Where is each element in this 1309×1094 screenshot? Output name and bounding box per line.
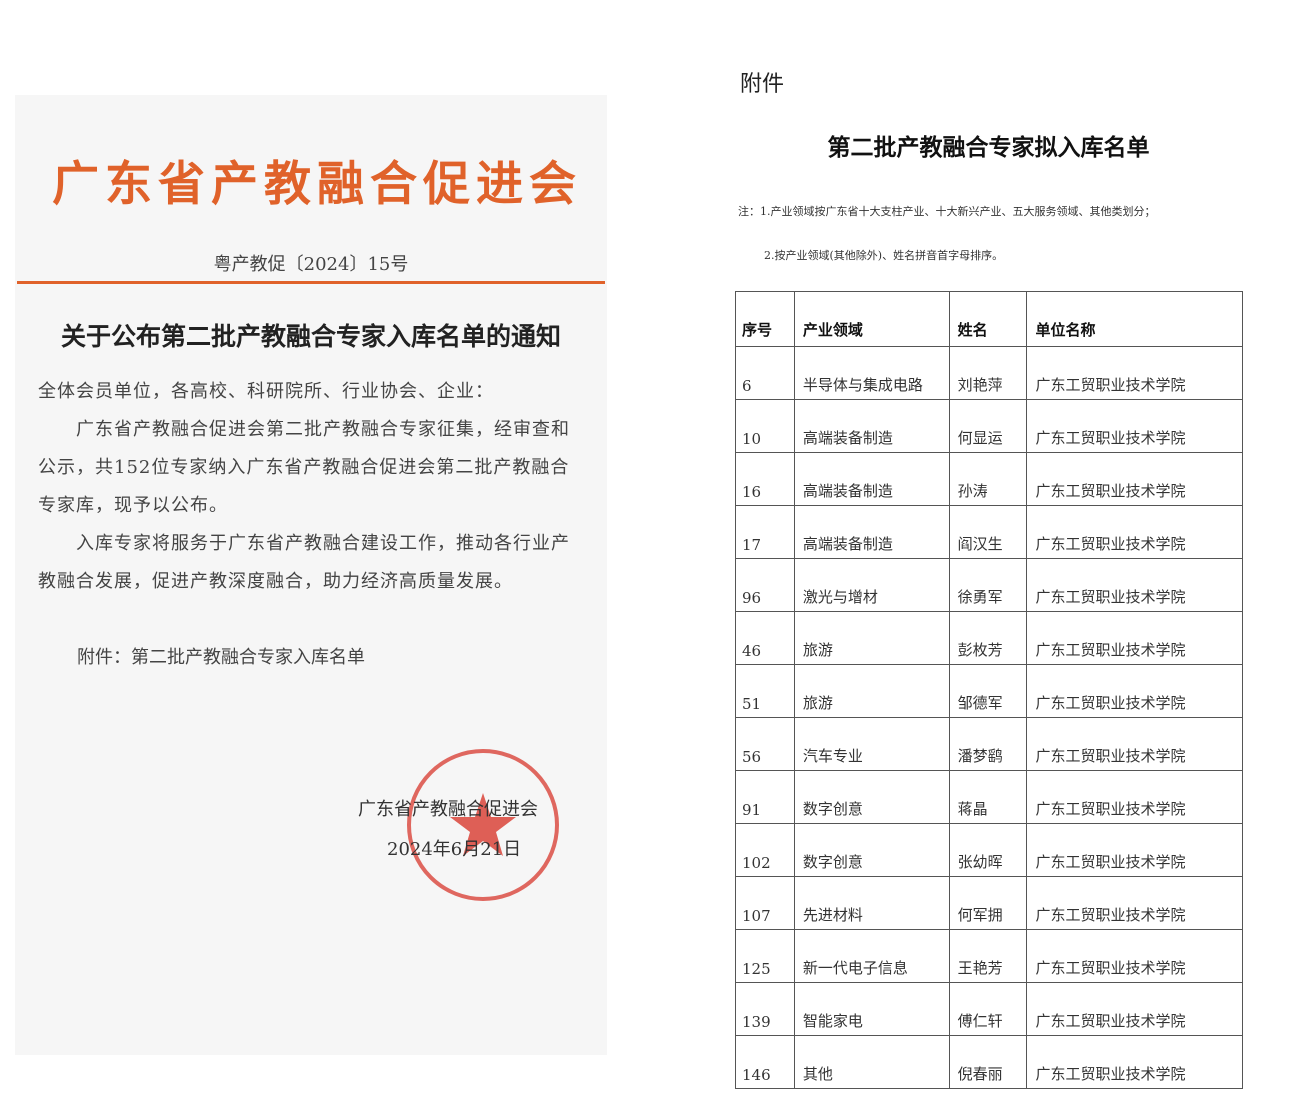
name-cell: 蒋晶 (948, 770, 1028, 824)
serial-cell: 51 (735, 664, 795, 718)
notice-document: 广东省产教融合促进会 粤产教促〔2024〕15号 关于公布第二批产教融合专家入库… (15, 95, 607, 1055)
notice-date: 2024年6月21日 (387, 839, 522, 860)
unit-cell: 广东工贸职业技术学院 (1026, 611, 1243, 665)
field-cell: 旅游 (793, 611, 950, 665)
unit-cell: 广东工贸职业技术学院 (1026, 982, 1243, 1036)
serial-cell: 139 (735, 982, 795, 1036)
table-row: 107 先进材料 何军拥 广东工贸职业技术学院 (735, 876, 1243, 930)
name-cell: 傅仁轩 (948, 982, 1028, 1036)
unit-cell: 广东工贸职业技术学院 (1026, 823, 1243, 877)
name-cell: 彭枚芳 (948, 611, 1028, 665)
note-1: 注：1.产业领域按广东省十大支柱产业、十大新兴产业、五大服务领域、其他类划分； (738, 205, 1156, 218)
field-cell: 高端装备制造 (793, 505, 950, 559)
official-stamp (407, 749, 559, 901)
unit-cell: 广东工贸职业技术学院 (1026, 346, 1243, 400)
serial-cell: 96 (735, 558, 795, 612)
field-cell: 高端装备制造 (793, 452, 950, 506)
name-cell: 孙涛 (948, 452, 1028, 506)
doc-number: 粤产教促〔2024〕15号 (213, 254, 409, 275)
table-row: 102 数字创意 张幼晖 广东工贸职业技术学院 (735, 823, 1243, 877)
table-row: 46 旅游 彭枚芳 广东工贸职业技术学院 (735, 611, 1243, 665)
name-cell: 阎汉生 (948, 505, 1028, 559)
field-cell: 数字创意 (793, 770, 950, 824)
appendix-title: 第二批产教融合专家拟入库名单 (827, 134, 1150, 161)
notice-title: 关于公布第二批产教融合专家入库名单的通知 (60, 322, 561, 351)
name-cell: 徐勇军 (948, 558, 1028, 612)
serial-cell: 46 (735, 611, 795, 665)
field-cell: 半导体与集成电路 (793, 346, 950, 400)
table-row: 17 高端装备制造 阎汉生 广东工贸职业技术学院 (735, 505, 1243, 559)
note-2: 2.按产业领域(其他除外)、姓名拼音首字母排序。 (764, 249, 1004, 262)
table-row: 91 数字创意 蒋晶 广东工贸职业技术学院 (735, 770, 1243, 824)
serial-cell: 107 (735, 876, 795, 930)
field-cell: 汽车专业 (793, 717, 950, 771)
table-row: 51 旅游 邹德军 广东工贸职业技术学院 (735, 664, 1243, 718)
paragraph-1: 广东省产教融合促进会第二批产教融合专家征集，经审查和公示，共152位专家纳入广东… (38, 419, 570, 516)
serial-cell: 10 (735, 399, 795, 453)
field-cell: 高端装备制造 (793, 399, 950, 453)
name-cell: 张幼晖 (948, 823, 1028, 877)
serial-cell: 146 (735, 1035, 795, 1089)
field-cell: 数字创意 (793, 823, 950, 877)
name-cell: 倪春丽 (948, 1035, 1028, 1089)
table-header-row: 序号 产业领域 姓名 单位名称 (735, 291, 1243, 347)
signature: 广东省产教融合促进会 (358, 799, 538, 820)
unit-cell: 广东工贸职业技术学院 (1026, 452, 1243, 506)
column-header: 序号 (735, 291, 795, 347)
unit-cell: 广东工贸职业技术学院 (1026, 876, 1243, 930)
table-row: 10 高端装备制造 何显运 广东工贸职业技术学院 (735, 399, 1243, 453)
attachment-line: 附件：第二批产教融合专家入库名单 (77, 647, 365, 668)
unit-cell: 广东工贸职业技术学院 (1026, 399, 1243, 453)
column-header: 产业领域 (793, 291, 950, 347)
column-header: 姓名 (948, 291, 1028, 347)
table-row: 146 其他 倪春丽 广东工贸职业技术学院 (735, 1035, 1243, 1089)
serial-cell: 17 (735, 505, 795, 559)
unit-cell: 广东工贸职业技术学院 (1026, 558, 1243, 612)
name-cell: 潘梦鹞 (948, 717, 1028, 771)
stamp-star-icon (450, 793, 516, 856)
salutation: 全体会员单位，各高校、科研院所、行业协会、企业： (38, 381, 494, 402)
column-header: 单位名称 (1026, 291, 1243, 347)
field-cell: 旅游 (793, 664, 950, 718)
name-cell: 何军拥 (948, 876, 1028, 930)
table-row: 16 高端装备制造 孙涛 广东工贸职业技术学院 (735, 452, 1243, 506)
appendix-label: 附件 (740, 72, 785, 97)
table-row: 125 新一代电子信息 王艳芳 广东工贸职业技术学院 (735, 929, 1243, 983)
serial-cell: 56 (735, 717, 795, 771)
serial-cell: 102 (735, 823, 795, 877)
field-cell: 先进材料 (793, 876, 950, 930)
unit-cell: 广东工贸职业技术学院 (1026, 717, 1243, 771)
unit-cell: 广东工贸职业技术学院 (1026, 1035, 1243, 1089)
field-cell: 激光与增材 (793, 558, 950, 612)
field-cell: 其他 (793, 1035, 950, 1089)
table-row: 6 半导体与集成电路 刘艳萍 广东工贸职业技术学院 (735, 346, 1243, 400)
serial-cell: 125 (735, 929, 795, 983)
name-cell: 刘艳萍 (948, 346, 1028, 400)
unit-cell: 广东工贸职业技术学院 (1026, 505, 1243, 559)
name-cell: 王艳芳 (948, 929, 1028, 983)
org-header: 广东省产教融合促进会 (52, 157, 582, 212)
unit-cell: 广东工贸职业技术学院 (1026, 770, 1243, 824)
header-divider (17, 281, 605, 284)
table-row: 96 激光与增材 徐勇军 广东工贸职业技术学院 (735, 558, 1243, 612)
unit-cell: 广东工贸职业技术学院 (1026, 664, 1243, 718)
serial-cell: 6 (735, 346, 795, 400)
paragraph-2: 入库专家将服务于广东省产教融合建设工作，推动各行业产教融合发展，促进产教深度融合… (38, 533, 570, 592)
expert-table: 序号 产业领域 姓名 单位名称 6 半导体与集成电路 刘艳萍 广东工贸职业技术学院 10… (735, 291, 1243, 1089)
field-cell: 智能家电 (793, 982, 950, 1036)
serial-cell: 16 (735, 452, 795, 506)
field-cell: 新一代电子信息 (793, 929, 950, 983)
name-cell: 何显运 (948, 399, 1028, 453)
table-row: 56 汽车专业 潘梦鹞 广东工贸职业技术学院 (735, 717, 1243, 771)
unit-cell: 广东工贸职业技术学院 (1026, 929, 1243, 983)
serial-cell: 91 (735, 770, 795, 824)
table-row: 139 智能家电 傅仁轩 广东工贸职业技术学院 (735, 982, 1243, 1036)
name-cell: 邹德军 (948, 664, 1028, 718)
